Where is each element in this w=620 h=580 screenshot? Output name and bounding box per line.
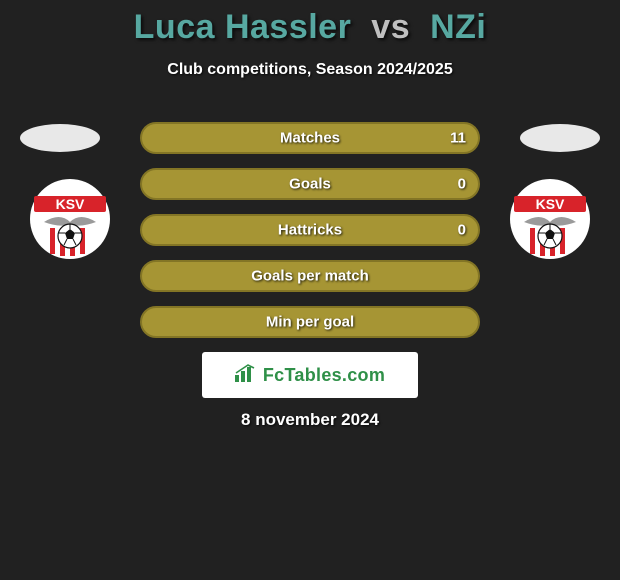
- player1-avatar-placeholder: [20, 124, 100, 152]
- bar-label: Goals: [289, 176, 331, 193]
- stat-bars: Matches 11 Goals 0 Hattricks 0 Goals per…: [140, 122, 480, 352]
- bar-label: Goals per match: [251, 268, 369, 285]
- subtitle: Club competitions, Season 2024/2025: [0, 61, 620, 79]
- player2-avatar-placeholder: [520, 124, 600, 152]
- page-title: Luca Hassler vs NZi: [0, 0, 620, 47]
- bar-value-right: 11: [450, 130, 466, 147]
- bar-row-goals: Goals 0: [140, 168, 480, 200]
- player1-club-crest: KSV: [20, 178, 120, 260]
- bars-icon: [235, 364, 257, 387]
- branding-badge: FcTables.com: [202, 352, 418, 398]
- bar-label: Min per goal: [266, 314, 354, 331]
- player2-name: NZi: [430, 8, 486, 46]
- branding-text: FcTables.com: [263, 365, 385, 386]
- bar-row-hattricks: Hattricks 0: [140, 214, 480, 246]
- vs-text: vs: [371, 8, 410, 46]
- player1-name: Luca Hassler: [134, 8, 352, 46]
- bar-row-min-per-goal: Min per goal: [140, 306, 480, 338]
- bar-row-goals-per-match: Goals per match: [140, 260, 480, 292]
- bar-value-right: 0: [458, 222, 466, 239]
- bar-label: Matches: [280, 130, 340, 147]
- bar-label: Hattricks: [278, 222, 342, 239]
- svg-text:KSV: KSV: [536, 196, 565, 212]
- player2-club-crest: KSV: [500, 178, 600, 260]
- bar-value-right: 0: [458, 176, 466, 193]
- bar-row-matches: Matches 11: [140, 122, 480, 154]
- snapshot-date: 8 november 2024: [241, 410, 379, 430]
- svg-text:KSV: KSV: [56, 196, 85, 212]
